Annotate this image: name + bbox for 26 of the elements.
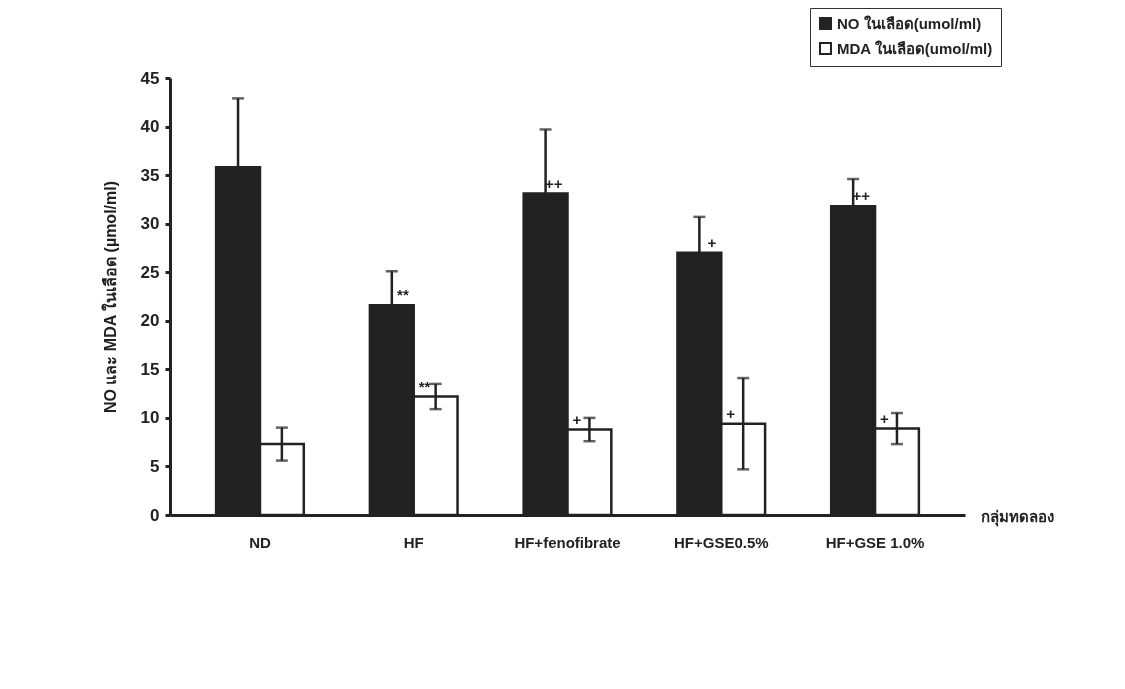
x-tick-label: ND xyxy=(249,533,271,551)
y-tick-label: 5 xyxy=(150,456,160,476)
y-tick-label: 25 xyxy=(140,262,160,282)
y-tick-label: 0 xyxy=(150,505,160,525)
y-tick-label: 20 xyxy=(140,311,160,331)
annotation: + xyxy=(707,233,717,251)
y-tick-label: 40 xyxy=(140,117,160,137)
y-axis-title: NO และ MDA ในเลือด (µmol/ml) xyxy=(100,180,119,414)
x-tick-label: HF+GSE0.5% xyxy=(673,533,769,551)
annotation: + xyxy=(572,410,582,428)
annotation: + xyxy=(880,409,890,427)
x-tick-label: HF+GSE 1.0% xyxy=(825,533,925,551)
x-tick-label: HF+fenofibrate xyxy=(514,533,621,551)
legend-label: MDA ในเลือด(umol/ml) xyxy=(837,39,993,57)
annotation: ++ xyxy=(852,187,871,205)
x-axis-title: กลุ่มทดลอง xyxy=(980,507,1054,527)
y-tick-label: 45 xyxy=(140,68,160,88)
y-tick-label: 10 xyxy=(140,408,160,428)
y-tick-label: 15 xyxy=(140,359,160,379)
annotation: + xyxy=(726,404,736,422)
y-tick-label: 30 xyxy=(140,214,160,234)
annotation: ** xyxy=(397,286,409,304)
annotation: ** xyxy=(418,377,431,395)
y-tick-label: 35 xyxy=(140,165,160,185)
legend-label: NO ในเลือด(umol/ml) xyxy=(837,14,982,32)
x-tick-label: HF xyxy=(403,533,424,551)
